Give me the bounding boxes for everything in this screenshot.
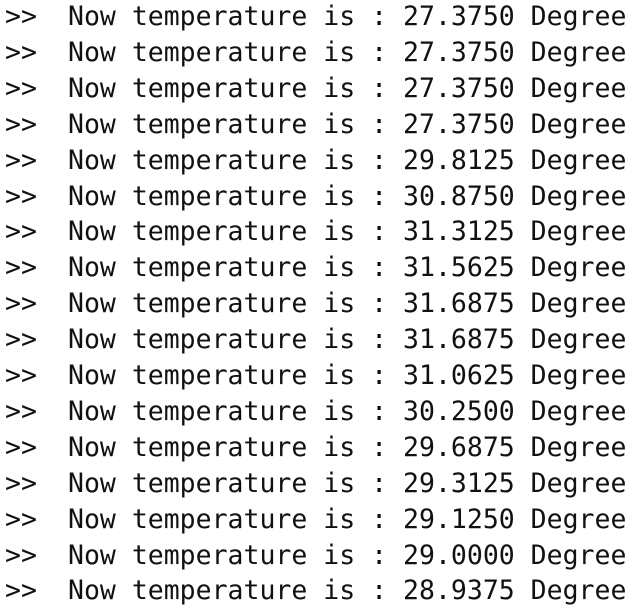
prompt: >> [5, 575, 37, 607]
console-line: >> Now temperature is : 30.8750 Degree [0, 179, 634, 215]
prompt: >> [5, 180, 37, 212]
prompt: >> [5, 252, 37, 284]
message: Now temperature is : 30.2500 Degree [68, 395, 627, 427]
message: Now temperature is : 31.6875 Degree [68, 288, 627, 320]
console-line: >> Now temperature is : 27.3750 Degree [0, 71, 634, 107]
prompt: >> [5, 108, 37, 140]
console-line: >> Now temperature is : 31.5625 Degree [0, 250, 634, 286]
message: Now temperature is : 30.8750 Degree [68, 180, 627, 212]
console-line: >> Now temperature is : 27.3750 Degree [0, 107, 634, 143]
message: Now temperature is : 31.0625 Degree [68, 360, 627, 391]
console-line: >> Now temperature is : 29.0000 Degree [0, 538, 634, 574]
console-line: >> Now temperature is : 29.3125 Degree [0, 466, 634, 502]
message: Now temperature is : 29.0000 Degree [68, 539, 627, 571]
console-line: >> Now temperature is : 31.6875 Degree [0, 286, 634, 322]
console-line: >> Now temperature is : 30.2500 Degree [0, 394, 634, 430]
prompt: >> [5, 144, 37, 176]
console-line: >> Now temperature is : 27.3750 Degree [0, 0, 634, 35]
message: Now temperature is : 28.9375 Degree [68, 575, 627, 607]
console-line: >> Now temperature is : 29.6875 Degree [0, 430, 634, 466]
prompt: >> [5, 503, 37, 535]
console-line: >> Now temperature is : 31.0625 Degree [0, 358, 634, 394]
prompt: >> [5, 1, 37, 32]
prompt: >> [5, 216, 37, 248]
message: Now temperature is : 27.3750 Degree [68, 108, 627, 140]
message: Now temperature is : 31.6875 Degree [68, 324, 627, 356]
message: Now temperature is : 27.3750 Degree [68, 36, 627, 68]
prompt: >> [5, 360, 37, 391]
message: Now temperature is : 31.3125 Degree [68, 216, 627, 248]
message: Now temperature is : 29.3125 Degree [68, 467, 627, 499]
prompt: >> [5, 36, 37, 68]
prompt: >> [5, 288, 37, 320]
console-line: >> Now temperature is : 31.6875 Degree [0, 322, 634, 358]
message: Now temperature is : 29.8125 Degree [68, 144, 627, 176]
console-line: >> Now temperature is : 28.9375 Degree [0, 573, 634, 609]
prompt: >> [5, 395, 37, 427]
console-line: >> Now temperature is : 29.8125 Degree [0, 143, 634, 179]
message: Now temperature is : 29.6875 Degree [68, 431, 627, 463]
message: Now temperature is : 27.3750 Degree [68, 1, 627, 32]
message: Now temperature is : 27.3750 Degree [68, 72, 627, 104]
message: Now temperature is : 29.1250 Degree [68, 503, 627, 535]
prompt: >> [5, 324, 37, 356]
console-line: >> Now temperature is : 31.3125 Degree [0, 214, 634, 250]
prompt: >> [5, 72, 37, 104]
console-line: >> Now temperature is : 29.1250 Degree [0, 502, 634, 538]
message: Now temperature is : 31.5625 Degree [68, 252, 627, 284]
prompt: >> [5, 539, 37, 571]
console-line: >> Now temperature is : 27.3750 Degree [0, 35, 634, 71]
prompt: >> [5, 431, 37, 463]
prompt: >> [5, 467, 37, 499]
